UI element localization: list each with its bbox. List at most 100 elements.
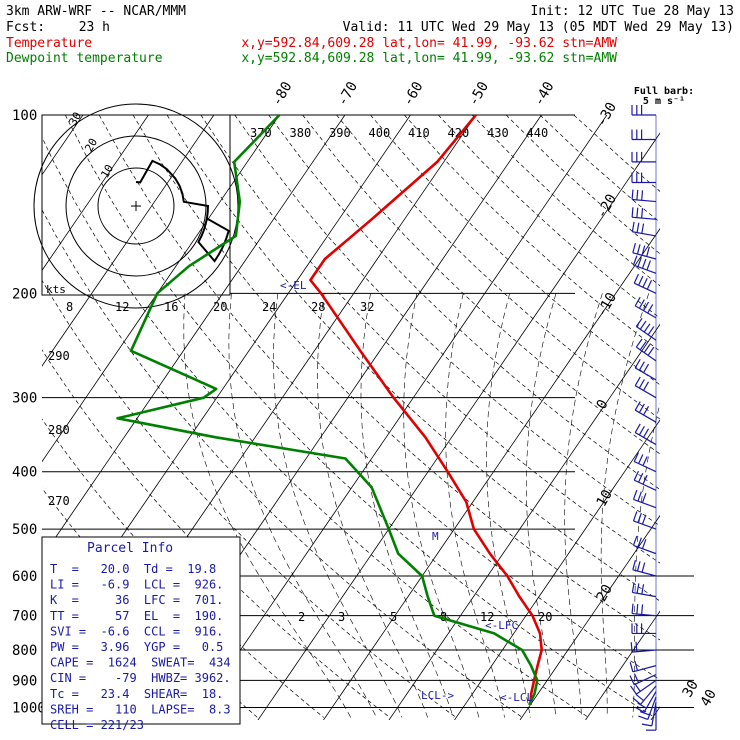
pressure-tick-label: 100 bbox=[12, 108, 37, 124]
moist-adiabat-line bbox=[228, 293, 377, 718]
wind-barb-flag bbox=[634, 358, 641, 369]
wind-barb-flag bbox=[637, 257, 642, 267]
wind-barb bbox=[631, 105, 656, 116]
wind-barb bbox=[632, 535, 657, 555]
wind-barb bbox=[631, 151, 656, 163]
wind-barb bbox=[634, 401, 657, 423]
theta-e-tick-label: 32 bbox=[360, 300, 374, 314]
dewpoint-line bbox=[116, 115, 539, 706]
isotherm-line bbox=[42, 115, 346, 558]
wind-barb-flag bbox=[641, 723, 652, 727]
moist-adiabat-line bbox=[564, 293, 603, 718]
temperature-line bbox=[309, 115, 544, 705]
moist-adiabat-line bbox=[317, 293, 428, 718]
isotherm-line bbox=[650, 706, 660, 720]
dry-adiabat-line bbox=[98, 115, 660, 681]
wind-key-value: 5 m s⁻¹ bbox=[643, 96, 685, 107]
wind-barb-flag bbox=[641, 539, 647, 549]
temperature-tick-label: -10 bbox=[594, 290, 621, 320]
wind-barb-flag bbox=[636, 561, 641, 572]
wind-barb-flag bbox=[637, 537, 642, 548]
moist-adiabat-line bbox=[403, 293, 480, 718]
wind-barb bbox=[632, 242, 657, 260]
wind-barb bbox=[631, 207, 657, 220]
wind-barb-staff bbox=[635, 679, 657, 695]
wind-barb bbox=[631, 189, 657, 203]
wind-barb-flag bbox=[636, 583, 640, 594]
wind-barbs-layer bbox=[629, 105, 657, 731]
temperature-tick-label: 40 bbox=[698, 687, 720, 710]
header-init: Init: 12 UTC Tue 28 May 13 bbox=[531, 4, 735, 19]
wind-barb bbox=[632, 511, 657, 530]
wind-barb-staff bbox=[640, 685, 657, 705]
temperature-tick-label: -40 bbox=[531, 79, 558, 109]
wind-barb-flag bbox=[636, 603, 639, 615]
wind-barb-flag bbox=[646, 260, 651, 271]
mixing-ratio-tick-label: 8 bbox=[440, 610, 447, 624]
theta-e-diag-label: 280 bbox=[48, 423, 70, 437]
isotherm-line bbox=[42, 115, 280, 463]
parcel-info-row: TT = 57 EL = 190. bbox=[50, 609, 223, 623]
hodograph-units: kts bbox=[46, 283, 66, 296]
parcel-info-row: Tc = 23.4 SHEAR= 18. bbox=[50, 687, 223, 701]
temperature-tick-label: -80 bbox=[269, 79, 296, 109]
wind-barb-flag bbox=[641, 245, 646, 256]
dry-adiabat-line bbox=[234, 115, 660, 527]
dry-adiabat-line bbox=[42, 209, 523, 718]
annotation-el: <-EL bbox=[280, 279, 307, 292]
wind-barb-staff bbox=[634, 385, 657, 399]
parcel-info-row: CIN = -79 HWBZ= 3962. bbox=[50, 671, 231, 685]
wind-barb-staff bbox=[632, 198, 657, 203]
hodograph-ring-label: 20 bbox=[82, 136, 100, 154]
wind-barb-flag bbox=[635, 693, 645, 702]
parcel-info-row: K = 36 LFC = 701. bbox=[50, 593, 223, 607]
legend-temperature-label: Temperature bbox=[6, 36, 92, 51]
dry-adiabat-line bbox=[336, 115, 660, 420]
wind-barb bbox=[630, 679, 657, 695]
parcel-info-row: SVI = -6.6 CCL = 916. bbox=[50, 624, 223, 638]
wind-barb-flag bbox=[630, 642, 633, 653]
hodograph-ring-label: 30 bbox=[66, 110, 84, 128]
wind-barb-staff bbox=[634, 432, 657, 446]
dry-adiabat-line bbox=[302, 115, 660, 455]
pressure-tick-label: 800 bbox=[12, 643, 37, 659]
wind-barb-staff bbox=[634, 367, 657, 381]
header-fcst-hours: 23 h bbox=[79, 20, 110, 35]
wind-barb-staff bbox=[651, 702, 657, 726]
wind-barb-flag bbox=[638, 472, 644, 483]
theta-e-tick-label: 28 bbox=[311, 300, 325, 314]
moist-adiabat-line bbox=[183, 293, 352, 718]
isotherm-line bbox=[519, 514, 660, 720]
pressure-tick-label: 700 bbox=[12, 609, 37, 625]
pressure-tick-label: 500 bbox=[12, 522, 37, 538]
moist-adiabat-line bbox=[445, 293, 505, 718]
wind-barb-flag bbox=[639, 711, 650, 716]
wind-barb-flag bbox=[631, 582, 635, 593]
wind-barb bbox=[638, 696, 657, 721]
dry-adiabat-line bbox=[200, 115, 660, 564]
wind-barb bbox=[633, 452, 657, 473]
wind-barb-staff bbox=[647, 696, 657, 720]
parcel-info-rows: T = 20.0 Td = 19.8 LI = -6.9 LCL = 926.K … bbox=[50, 562, 231, 732]
header-valid: Valid: 11 UTC Wed 29 May 13 (05 MDT Wed … bbox=[343, 20, 734, 35]
dry-adiabat-line bbox=[42, 136, 589, 718]
wind-barb-flag bbox=[636, 244, 641, 255]
wind-barb-flag bbox=[629, 675, 635, 685]
wind-barb-flag bbox=[643, 406, 650, 416]
header-fcst-label: Fcst: bbox=[6, 20, 45, 35]
theta-tick-label: 380 bbox=[290, 126, 312, 140]
wind-barb-flag bbox=[641, 562, 646, 573]
mixing-ratio-tick-label: 12 bbox=[480, 610, 494, 624]
wind-barb-flag bbox=[632, 697, 641, 705]
theta-e-tick-label: 24 bbox=[262, 300, 276, 314]
wind-barb-staff bbox=[632, 665, 657, 673]
wind-barb-flag bbox=[638, 275, 644, 286]
dry-adiabat-line bbox=[42, 279, 457, 718]
wind-barb bbox=[633, 273, 657, 294]
mixing-ratio-tick-label: 20 bbox=[538, 610, 552, 624]
mixing-ratio-tick-label: 2 bbox=[298, 610, 305, 624]
wind-barb-flag bbox=[631, 207, 634, 218]
temperature-tick-label: -70 bbox=[335, 79, 362, 109]
wind-barb-flag bbox=[634, 401, 641, 411]
dry-adiabat-line bbox=[404, 115, 660, 352]
